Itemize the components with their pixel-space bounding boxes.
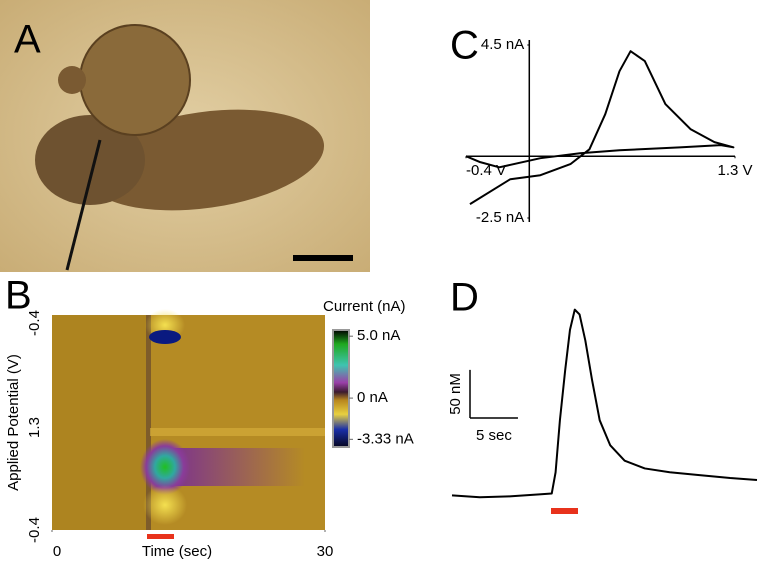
- colorbar-title: Current (nA): [323, 298, 406, 315]
- panel-label: B: [5, 274, 32, 318]
- panel-label: C: [450, 24, 479, 68]
- panel-label: A: [14, 18, 41, 62]
- data-line: [465, 50, 735, 206]
- colorbar-tick-label: -3.33 nA: [357, 430, 414, 447]
- x-axis-label: Time (sec): [142, 543, 212, 560]
- colorbar-tick-label: 5.0 nA: [357, 327, 400, 344]
- x-tick-label: 0: [53, 543, 61, 560]
- y-axis-label: Applied Potential (V): [5, 354, 22, 491]
- y-tick-label: -0.4: [26, 517, 43, 543]
- panel-label: D: [450, 276, 479, 320]
- micrograph: [0, 0, 370, 272]
- y-tick-label: -2.5 nA: [476, 209, 524, 226]
- x-tick-label: 1.3 V: [717, 162, 752, 179]
- data-line: [451, 308, 758, 499]
- scale-label-x: 5 sec: [476, 427, 512, 444]
- x-tick-label: 30: [317, 543, 334, 560]
- y-tick-label: 1.3: [26, 417, 43, 438]
- stimulus-bar: [551, 508, 578, 514]
- scale-label-y: 50 nM: [447, 373, 464, 415]
- y-tick-label: -0.4: [26, 310, 43, 336]
- colorbar-tick-label: 0 nA: [357, 389, 388, 406]
- heatmap-image: [52, 309, 350, 539]
- y-tick-label: 4.5 nA: [481, 36, 524, 53]
